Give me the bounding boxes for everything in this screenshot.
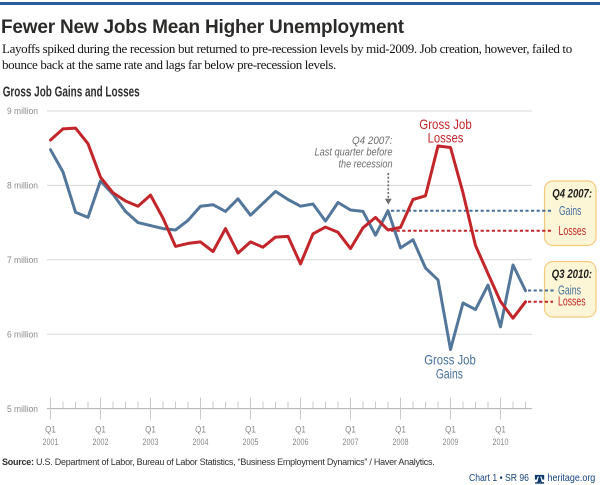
svg-text:2006: 2006 [293, 437, 309, 447]
svg-text:Gross Job Gains and Losses: Gross Job Gains and Losses [3, 85, 140, 101]
svg-text:2008: 2008 [393, 437, 409, 447]
svg-text:7 million: 7 million [7, 255, 38, 265]
svg-text:Gross Job: Gross Job [424, 352, 476, 368]
svg-text:8 million: 8 million [7, 181, 38, 191]
svg-text:2004: 2004 [193, 437, 209, 447]
svg-text:6 million: 6 million [7, 329, 38, 339]
svg-text:Losses: Losses [559, 224, 587, 238]
svg-text:Q1: Q1 [195, 425, 206, 435]
svg-text:Losses: Losses [558, 294, 586, 308]
svg-text:Q1: Q1 [245, 425, 256, 435]
svg-text:heritage.org: heritage.org [548, 472, 596, 484]
svg-text:the recession: the recession [339, 159, 393, 171]
svg-text:Q1: Q1 [445, 425, 456, 435]
svg-text:Q4 2007:: Q4 2007: [552, 188, 592, 200]
svg-text:Q1: Q1 [345, 425, 356, 435]
svg-text:2003: 2003 [143, 437, 159, 447]
svg-text:Gains: Gains [558, 284, 581, 298]
svg-text:2010: 2010 [493, 437, 509, 447]
svg-text:Gross Job: Gross Job [419, 116, 472, 132]
svg-text:Q1: Q1 [45, 425, 56, 435]
svg-text:Gains: Gains [436, 366, 463, 382]
svg-text:2009: 2009 [443, 437, 459, 447]
svg-text:Q3 2010:: Q3 2010: [552, 269, 593, 281]
svg-text:2005: 2005 [243, 437, 259, 447]
svg-text:2002: 2002 [93, 437, 109, 447]
svg-text:Q4 2007:: Q4 2007: [352, 135, 393, 147]
svg-text:Q1: Q1 [395, 425, 406, 435]
svg-text:Q1: Q1 [495, 425, 506, 435]
svg-text:Q1: Q1 [95, 425, 106, 435]
svg-text:Q1: Q1 [295, 425, 306, 435]
svg-text:Last quarter before: Last quarter before [315, 147, 393, 159]
svg-text:2001: 2001 [43, 437, 59, 447]
svg-text:Gains: Gains [559, 204, 581, 218]
svg-text:Chart 1 • SR 96: Chart 1 • SR 96 [469, 472, 529, 484]
svg-text:Q1: Q1 [145, 425, 156, 435]
svg-text:5 million: 5 million [7, 404, 38, 414]
svg-text:9 million: 9 million [7, 106, 38, 116]
svg-text:2007: 2007 [343, 437, 359, 447]
svg-text:Losses: Losses [428, 129, 464, 145]
